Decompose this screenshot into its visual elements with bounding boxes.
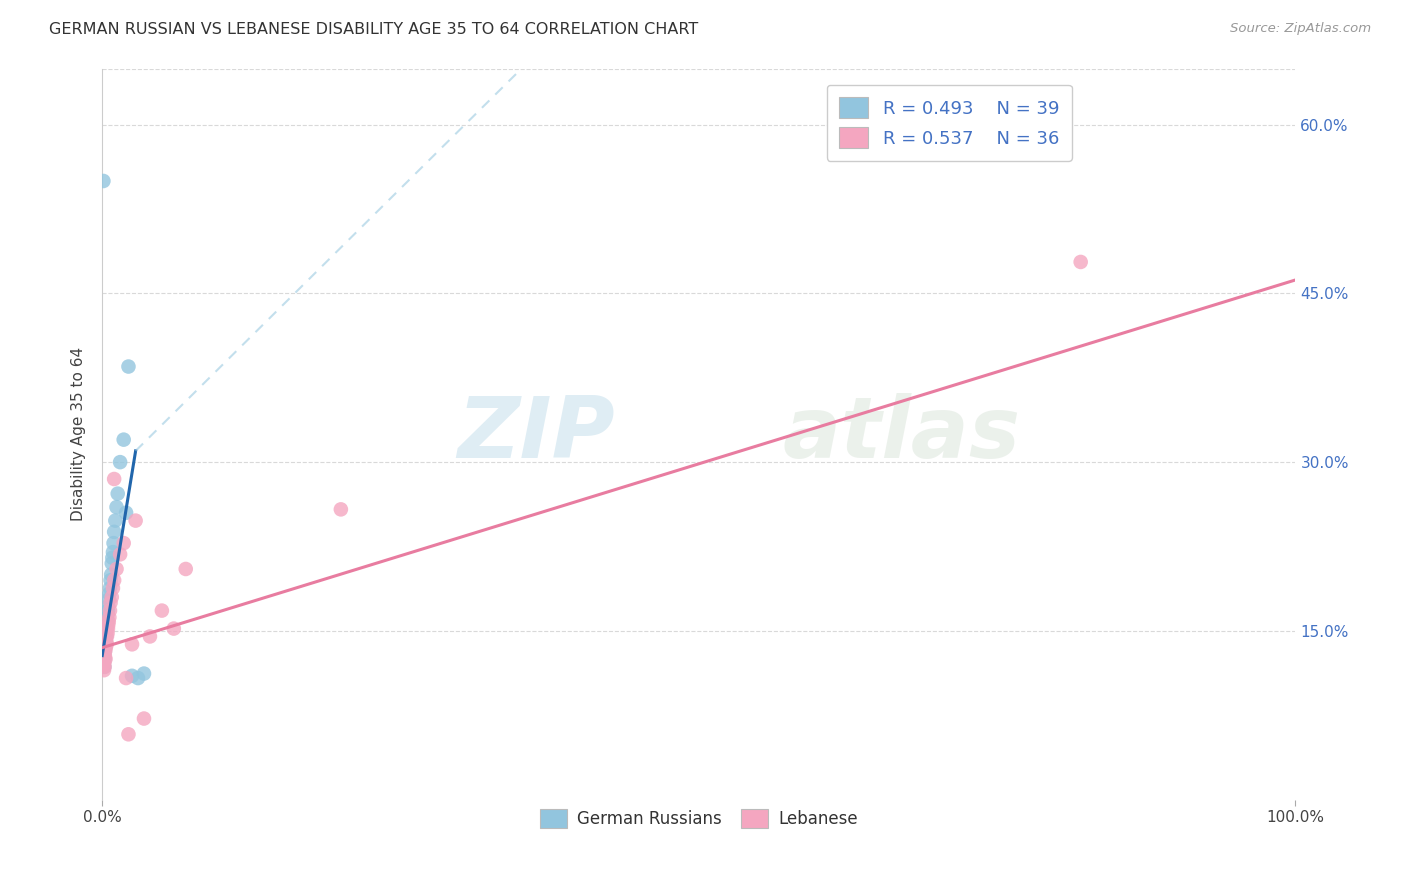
Point <box>101 550 124 565</box>
Point <box>98 604 121 618</box>
Point <box>96 630 118 644</box>
Point <box>105 500 128 515</box>
Point <box>121 669 143 683</box>
Point <box>103 472 125 486</box>
Point <box>97 615 120 629</box>
Point <box>150 604 173 618</box>
Point <box>94 648 117 663</box>
Point <box>98 610 121 624</box>
Point <box>91 640 114 655</box>
Point <box>100 573 122 587</box>
Point <box>93 663 115 677</box>
Point <box>117 727 139 741</box>
Point <box>96 637 118 651</box>
Point <box>94 630 117 644</box>
Point <box>103 573 125 587</box>
Point <box>94 644 117 658</box>
Text: ZIP: ZIP <box>458 392 616 475</box>
Legend: German Russians, Lebanese: German Russians, Lebanese <box>533 803 865 835</box>
Point <box>96 615 118 629</box>
Point <box>105 562 128 576</box>
Point <box>329 502 352 516</box>
Point <box>94 652 117 666</box>
Point <box>93 660 115 674</box>
Point <box>103 524 125 539</box>
Point <box>94 644 117 658</box>
Point <box>1070 255 1092 269</box>
Point <box>93 657 115 672</box>
Point <box>98 587 121 601</box>
Text: Source: ZipAtlas.com: Source: ZipAtlas.com <box>1230 22 1371 36</box>
Point <box>103 536 125 550</box>
Point <box>108 455 131 469</box>
Point <box>96 618 118 632</box>
Text: GERMAN RUSSIAN VS LEBANESE DISABILITY AGE 35 TO 64 CORRELATION CHART: GERMAN RUSSIAN VS LEBANESE DISABILITY AG… <box>49 22 699 37</box>
Point <box>96 622 118 636</box>
Point <box>93 652 115 666</box>
Point <box>112 433 135 447</box>
Point <box>124 514 146 528</box>
Point <box>93 174 115 188</box>
Point <box>97 618 120 632</box>
Point <box>94 640 117 655</box>
Point <box>121 637 143 651</box>
Point <box>97 604 120 618</box>
Y-axis label: Disability Age 35 to 64: Disability Age 35 to 64 <box>72 347 86 521</box>
Point <box>107 486 129 500</box>
Point <box>97 592 120 607</box>
Point <box>139 630 162 644</box>
Point <box>93 648 115 663</box>
Point <box>97 622 120 636</box>
Point <box>100 596 122 610</box>
Point <box>127 671 149 685</box>
Point <box>115 506 138 520</box>
Point <box>97 626 120 640</box>
Point <box>132 712 155 726</box>
Point <box>96 635 118 649</box>
Point <box>117 359 139 374</box>
Point <box>163 622 186 636</box>
Point <box>93 646 115 660</box>
Point <box>94 632 117 647</box>
Point <box>100 557 122 571</box>
Point <box>132 666 155 681</box>
Point <box>93 656 115 670</box>
Point <box>94 637 117 651</box>
Point <box>97 607 120 621</box>
Text: atlas: atlas <box>782 392 1021 475</box>
Point <box>94 626 117 640</box>
Point <box>104 514 127 528</box>
Point <box>97 599 120 613</box>
Point <box>100 567 122 582</box>
Point <box>174 562 197 576</box>
Point <box>112 536 135 550</box>
Point <box>98 581 121 595</box>
Point <box>108 547 131 561</box>
Point <box>100 590 122 604</box>
Point <box>96 613 118 627</box>
Point <box>115 671 138 685</box>
Point <box>93 660 115 674</box>
Point <box>101 545 124 559</box>
Point <box>93 656 115 670</box>
Point <box>101 581 124 595</box>
